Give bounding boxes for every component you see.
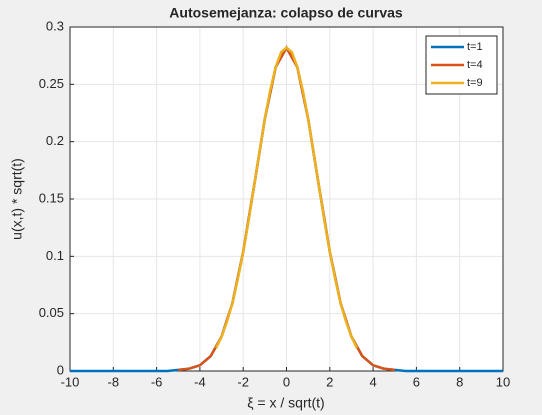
legend-label: t=9 <box>467 77 483 89</box>
x-tick-label: 10 <box>496 374 510 389</box>
x-tick-label: -4 <box>194 374 206 389</box>
x-tick-label: 2 <box>326 374 333 389</box>
y-axis-label: u(x,t) * sqrt(t) <box>9 158 25 240</box>
y-tick-label: 0.25 <box>39 76 64 91</box>
x-tick-label: -2 <box>237 374 249 389</box>
axes-box <box>69 26 504 372</box>
y-tick-label: 0.2 <box>46 133 64 148</box>
x-tick-label: 6 <box>413 374 420 389</box>
legend-label: t=4 <box>467 59 483 71</box>
legend-label: t=1 <box>467 41 483 53</box>
y-tick-label: 0.15 <box>39 190 64 205</box>
x-tick-label: 0 <box>283 374 290 389</box>
x-tick-label: -10 <box>61 374 80 389</box>
x-tick-label: -6 <box>151 374 163 389</box>
x-tick-label: 4 <box>369 374 376 389</box>
y-tick-label: 0.1 <box>46 248 64 263</box>
chart-title: Autosemejanza: colapso de curvas <box>169 5 403 21</box>
y-tick-label: 0.3 <box>46 18 64 33</box>
x-tick-label: 8 <box>456 374 463 389</box>
x-tick-label: -8 <box>108 374 120 389</box>
x-axis-label: ξ = x / sqrt(t) <box>247 395 324 411</box>
data-line <box>215 46 358 349</box>
y-tick-label: 0 <box>57 362 64 377</box>
y-tick-label: 0.05 <box>39 305 64 320</box>
